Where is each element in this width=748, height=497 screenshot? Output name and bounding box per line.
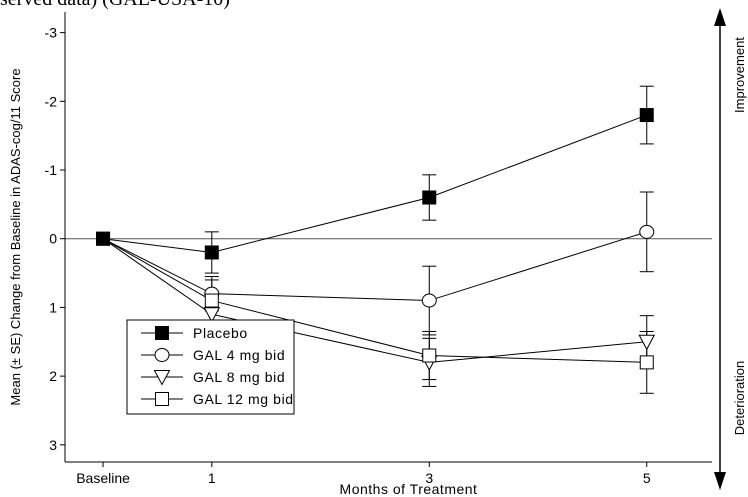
- axes-layer: -3 -2 -1 0 1 2 3 Baseline 1 3 5 Months of Treatment…: [8, 12, 712, 497]
- y-tick-label: 2: [49, 368, 57, 384]
- y-axis-label: Mean (± SE) Change from Baseline in ADAS…: [8, 68, 23, 405]
- marker-open-square: [639, 355, 654, 370]
- legend-label: Placebo: [193, 325, 248, 341]
- marker-open-square: [155, 392, 169, 406]
- x-tick-label: 3: [425, 470, 433, 486]
- series-gal-4-mg-bid: [102, 191, 654, 336]
- marker-open-circle: [639, 224, 655, 239]
- x-tick-label: 1: [208, 470, 216, 486]
- x-tick-label: 5: [643, 470, 651, 486]
- series-line: [102, 114, 647, 253]
- y-tick-label: -2: [45, 93, 58, 109]
- deterioration-label: Deterioration: [732, 361, 747, 435]
- marker-filled-square: [96, 231, 111, 246]
- series-line: [102, 238, 647, 363]
- y-tick-label: -1: [45, 162, 58, 178]
- arrow-up-head: [714, 8, 726, 26]
- marker-open-triangle: [638, 334, 656, 351]
- legend-label: GAL 8 mg bid: [193, 369, 285, 385]
- series-layer: [96, 85, 656, 394]
- marker-open-triangle: [153, 370, 171, 386]
- x-tick-label: Baseline: [76, 470, 130, 486]
- y-tick-label: 0: [49, 231, 57, 247]
- marker-open-square: [204, 293, 219, 308]
- series-line: [102, 231, 647, 302]
- caption-fragment: served data) (GAL-USA-10): [0, 0, 230, 11]
- legend-box: [126, 319, 295, 415]
- marker-filled-square: [204, 245, 219, 260]
- marker-open-square: [422, 348, 437, 363]
- arrow-down-head: [714, 472, 726, 490]
- series-line: [102, 238, 647, 363]
- legend-label: GAL 4 mg bid: [193, 347, 285, 363]
- markers-gal-12-mg-bid: [204, 293, 654, 370]
- marker-filled-square: [639, 108, 654, 123]
- y-tick-label: 3: [49, 437, 57, 453]
- marker-filled-square: [155, 326, 169, 340]
- direction-annotation: Improvement Deterioration: [714, 8, 747, 490]
- series-placebo: [102, 85, 654, 274]
- x-axis-label: Months of Treatment: [340, 481, 478, 497]
- marker-open-circle: [154, 348, 170, 362]
- marker-open-circle: [421, 293, 437, 308]
- y-tick-label: 1: [49, 299, 57, 315]
- legend-label: GAL 12 mg bid: [193, 391, 294, 407]
- marker-filled-square: [422, 190, 437, 205]
- markers-placebo: [96, 108, 654, 260]
- y-tick-label: -3: [45, 25, 58, 41]
- improvement-label: Improvement: [732, 37, 747, 113]
- legend: Placebo GAL 4 mg bid GAL 8 mg bid GAL 12 mg…: [126, 319, 295, 415]
- marker-open-triangle: [203, 307, 221, 323]
